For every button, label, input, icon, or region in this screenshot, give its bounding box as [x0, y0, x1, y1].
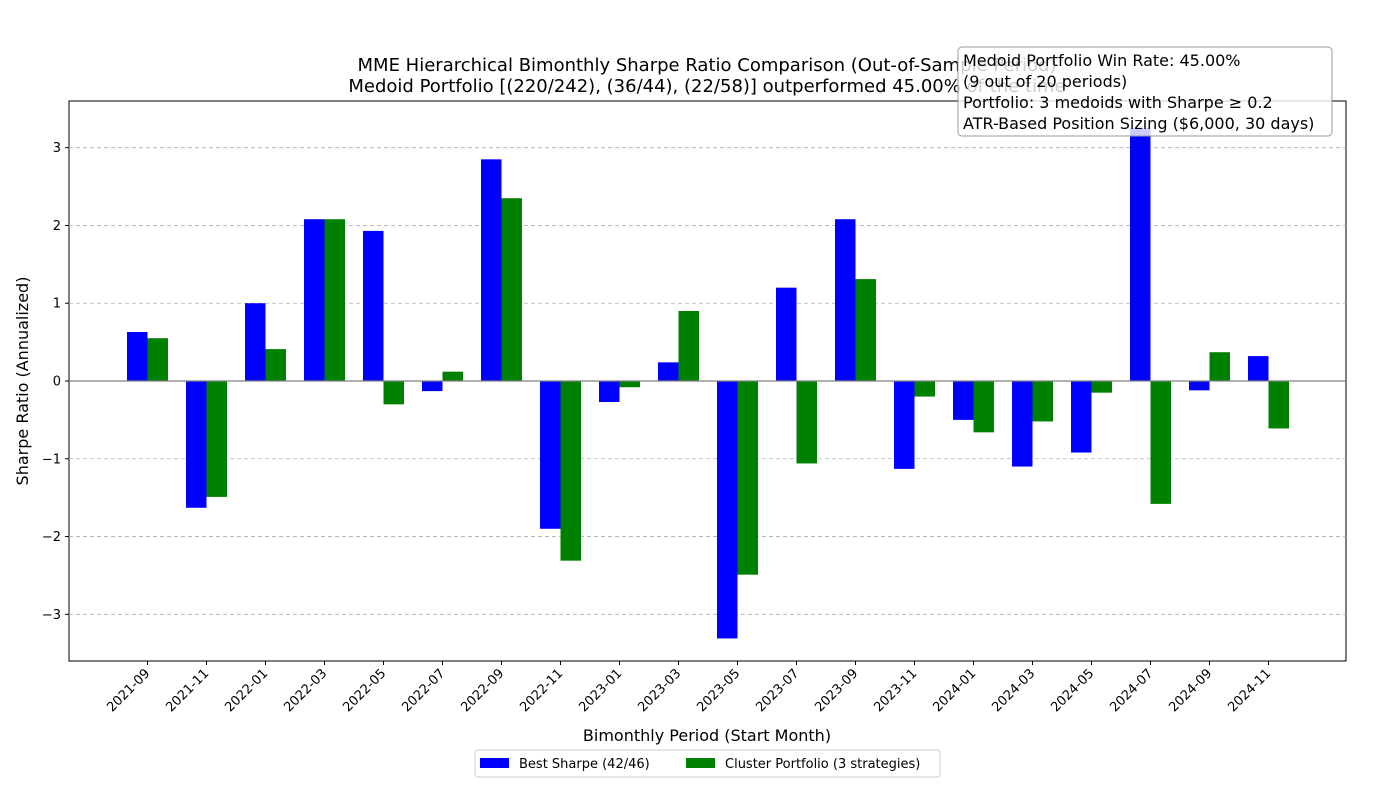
legend-label-cluster-portfolio: Cluster Portfolio (3 strategies) — [725, 757, 920, 772]
bar-best-sharpe-2021-09 — [127, 332, 148, 381]
bar-best-sharpe-2024-09 — [1189, 381, 1210, 391]
legend: Best Sharpe (42/46) Cluster Portfolio (3… — [474, 749, 941, 778]
bar-cluster-portfolio-2024-05 — [1091, 381, 1112, 393]
bars — [127, 128, 1289, 639]
bar-cluster-portfolio-2024-11 — [1268, 381, 1289, 429]
bar-best-sharpe-2024-11 — [1248, 356, 1269, 381]
y-tick-label: 0 — [53, 375, 61, 390]
bar-cluster-portfolio-2022-05 — [383, 381, 404, 405]
legend-swatch-best-sharpe — [480, 758, 509, 768]
legend-swatch-cluster-portfolio — [686, 758, 715, 768]
bar-cluster-portfolio-2021-11 — [206, 381, 227, 497]
bar-cluster-portfolio-2022-03 — [324, 219, 345, 381]
bar-cluster-portfolio-2023-03 — [678, 311, 699, 381]
bar-best-sharpe-2024-03 — [1012, 381, 1033, 467]
annotation-line-2: (9 out of 20 periods) — [963, 72, 1127, 91]
y-axis: −3 −2 −1 0 1 2 3 — [42, 141, 69, 623]
y-tick-label: −3 — [42, 608, 61, 623]
y-axis-label: Sharpe Ratio (Annualized) — [13, 277, 32, 486]
bar-best-sharpe-2024-07 — [1130, 128, 1151, 381]
bar-cluster-portfolio-2023-11 — [914, 381, 935, 397]
bar-best-sharpe-2022-09 — [481, 159, 502, 381]
bar-best-sharpe-2023-11 — [894, 381, 915, 469]
bar-best-sharpe-2023-01 — [599, 381, 620, 402]
annotation-line-4: ATR-Based Position Sizing ($6,000, 30 da… — [963, 114, 1314, 133]
bar-cluster-portfolio-2024-09 — [1209, 352, 1230, 381]
annotation-background — [957, 46, 1333, 137]
bar-cluster-portfolio-2024-01 — [973, 381, 994, 433]
y-tick-label: −1 — [42, 452, 61, 467]
bar-best-sharpe-2022-03 — [304, 219, 325, 381]
bar-cluster-portfolio-2022-07 — [442, 371, 463, 381]
bar-cluster-portfolio-2022-09 — [501, 198, 522, 381]
annotation-line-3: Portfolio: 3 medoids with Sharpe ≥ 0.2 — [963, 93, 1273, 112]
chart-title-line1: MME Hierarchical Bimonthly Sharpe Ratio … — [358, 55, 1057, 76]
x-axis-label: Bimonthly Period (Start Month) — [583, 726, 831, 745]
bar-best-sharpe-2023-07 — [776, 287, 797, 381]
bar-cluster-portfolio-2024-07 — [1150, 381, 1171, 504]
bar-cluster-portfolio-2023-01 — [619, 381, 640, 388]
y-tick-label: 2 — [53, 219, 61, 234]
bar-best-sharpe-2021-11 — [186, 381, 207, 508]
bar-cluster-portfolio-2021-09 — [147, 338, 168, 381]
bar-best-sharpe-2022-11 — [540, 381, 561, 529]
annotation-box: Medoid Portfolio Win Rate: 45.00% (9 out… — [957, 46, 1333, 137]
bar-best-sharpe-2024-01 — [953, 381, 974, 420]
bar-best-sharpe-2023-05 — [717, 381, 738, 639]
bar-cluster-portfolio-2023-07 — [796, 381, 817, 464]
annotation-line-1: Medoid Portfolio Win Rate: 45.00% — [963, 51, 1241, 70]
chart-title-line2: Medoid Portfolio [(220/242), (36/44), (2… — [348, 76, 1065, 97]
bar-best-sharpe-2022-01 — [245, 303, 266, 381]
bar-cluster-portfolio-2022-11 — [560, 381, 581, 561]
bar-best-sharpe-2022-05 — [363, 230, 384, 381]
bar-cluster-portfolio-2022-01 — [265, 349, 286, 381]
bar-cluster-portfolio-2023-09 — [855, 279, 876, 381]
bar-cluster-portfolio-2023-05 — [737, 381, 758, 575]
bar-best-sharpe-2024-05 — [1071, 381, 1092, 453]
bar-best-sharpe-2022-07 — [422, 381, 443, 392]
bar-best-sharpe-2023-03 — [658, 362, 679, 381]
legend-label-best-sharpe: Best Sharpe (42/46) — [519, 757, 650, 772]
y-tick-label: 1 — [53, 297, 61, 312]
y-tick-label: 3 — [53, 141, 61, 156]
y-tick-label: −2 — [42, 530, 61, 545]
bar-cluster-portfolio-2024-03 — [1032, 381, 1053, 422]
bar-best-sharpe-2023-09 — [835, 219, 856, 381]
